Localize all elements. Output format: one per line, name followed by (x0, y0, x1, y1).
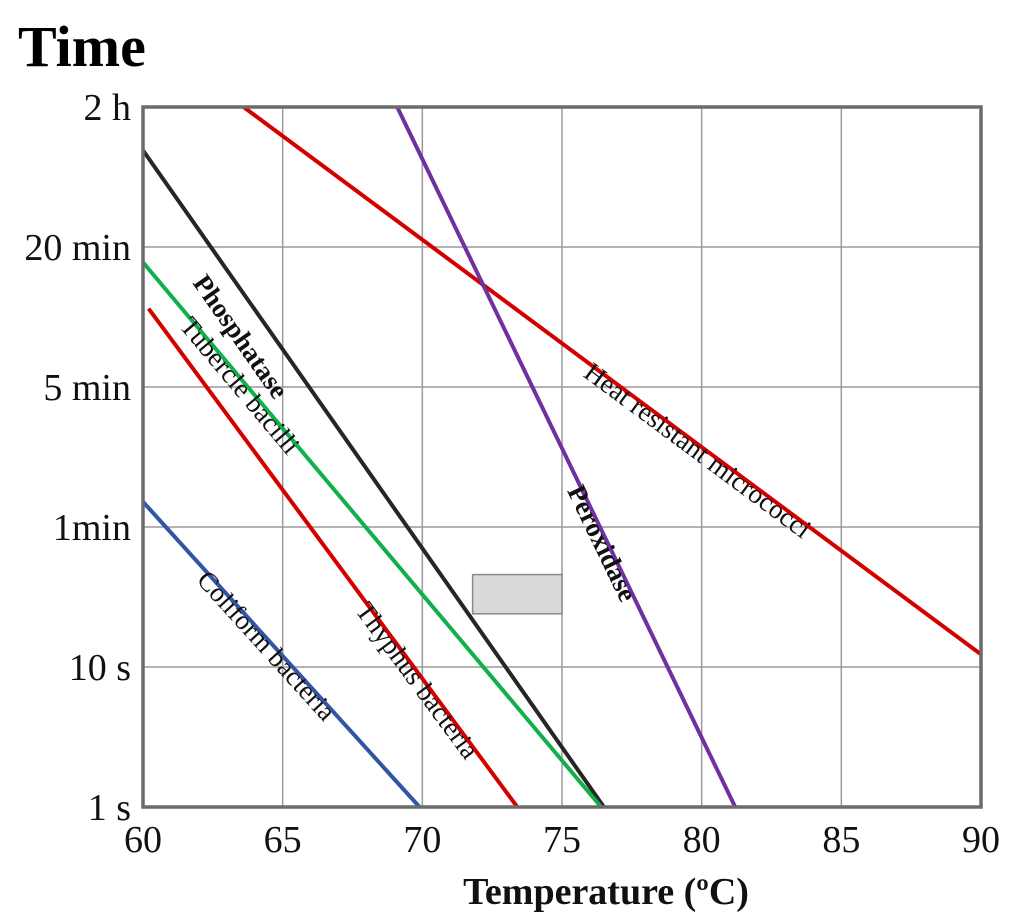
x-tick-label: 75 (543, 819, 581, 861)
chart-title: Time (18, 14, 146, 79)
series-line-tubercle-bacilli (141, 261, 603, 809)
annotations (471, 573, 563, 615)
x-tick-label: 85 (822, 819, 860, 861)
series-label-thyphus-bacteria: Thyphus bacteria (350, 596, 485, 764)
x-axis-label: Temperature (ºC) (463, 871, 749, 913)
series-label-heat-resistant-micrococci: Heat resistant micrococci (579, 357, 817, 545)
x-tick-label: 90 (962, 819, 1000, 861)
plot-frame (141, 105, 983, 809)
shaded-box (471, 573, 563, 615)
x-axis-ticks: 60 65 70 75 80 85 90 (124, 819, 1000, 861)
series-line-peroxidase (395, 106, 737, 808)
series-labels: Heat resistant micrococciPeroxidasePhosp… (174, 269, 817, 764)
y-tick-label: 2 h (84, 87, 132, 129)
y-tick-label: 1 s (88, 787, 131, 829)
y-tick-label: 20 min (24, 227, 131, 269)
x-tick-label: 60 (124, 819, 162, 861)
y-axis-ticks: 1 s 10 s 1min 5 min 20 min 2 h (24, 87, 131, 829)
series-line-heat-resistant-micrococci (242, 105, 983, 657)
series-line-phosphatase (141, 149, 606, 809)
series-lines (141, 105, 983, 809)
y-tick-label: 1min (53, 507, 131, 549)
x-tick-label: 80 (683, 819, 721, 861)
grid (142, 106, 982, 808)
series-line-thyphus-bacteria (146, 307, 519, 809)
x-tick-label: 65 (264, 819, 302, 861)
y-tick-label: 10 s (69, 647, 131, 689)
x-tick-label: 70 (403, 819, 441, 861)
y-tick-label: 5 min (43, 367, 131, 409)
series-line-coliform-bacteria (141, 500, 422, 809)
series-label-peroxidase: Peroxidase (561, 480, 643, 606)
series-label-coliform-bacteria: Coliform bacteria (191, 565, 342, 727)
